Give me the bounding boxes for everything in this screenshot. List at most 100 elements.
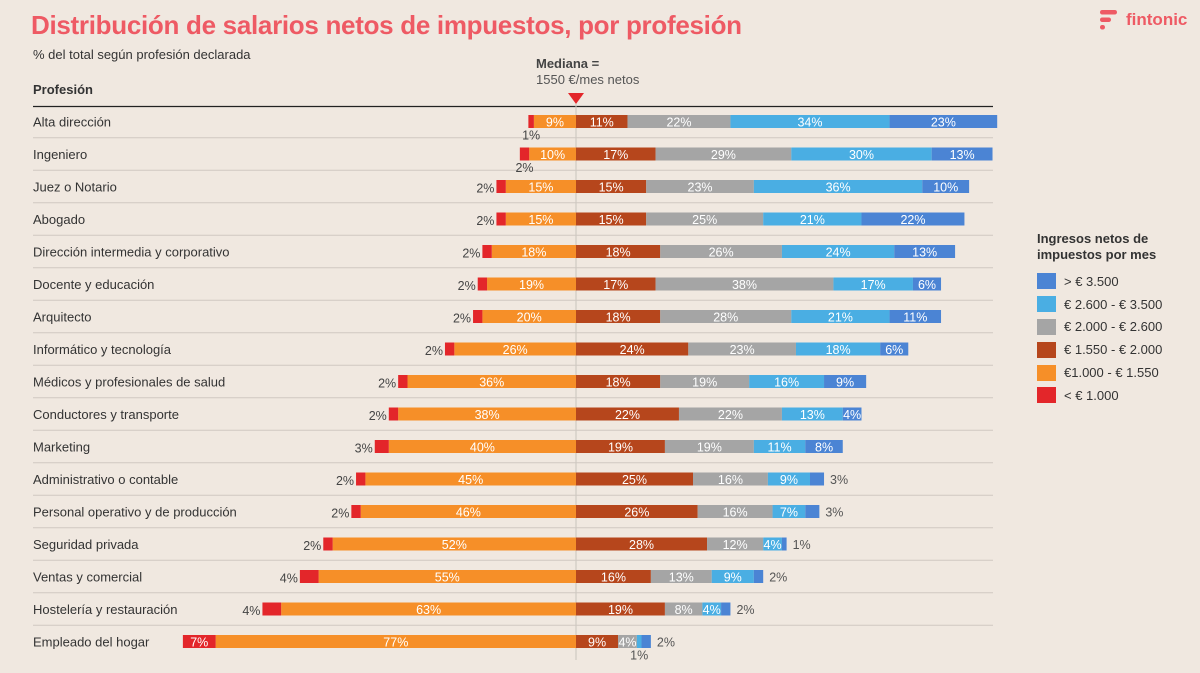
median-label-title: Mediana = <box>536 56 600 71</box>
data-label: 16% <box>723 506 748 520</box>
data-label: 25% <box>622 473 647 487</box>
legend-label: € 2.600 - € 3.500 <box>1064 296 1163 312</box>
data-label: 36% <box>826 181 851 195</box>
bar-segment <box>496 212 506 226</box>
bar-segment <box>627 115 731 128</box>
data-label: 4% <box>242 604 260 618</box>
bar-segment <box>655 277 834 291</box>
bar-segment <box>505 212 576 226</box>
data-label: 19% <box>519 278 544 292</box>
data-label: 26% <box>624 506 649 520</box>
bar-segment <box>576 180 647 193</box>
legend-swatch <box>1037 387 1056 404</box>
bar-segment <box>182 635 216 648</box>
data-label: 12% <box>723 538 748 552</box>
data-label: 19% <box>608 603 633 617</box>
category-label: Juez o Notario <box>33 180 117 195</box>
bar-segment <box>529 147 576 161</box>
bar-segment <box>889 310 942 323</box>
data-label: 1% <box>630 649 648 663</box>
bar-segment <box>281 602 576 616</box>
data-label: 34% <box>797 116 822 130</box>
category-label: Administrativo o contable <box>33 472 178 487</box>
data-label: 38% <box>732 278 757 292</box>
bar-segment <box>360 505 576 518</box>
legend-label: > € 3.500 <box>1064 273 1119 289</box>
data-label: 7% <box>780 506 798 520</box>
data-label: 4% <box>843 408 861 422</box>
data-label: 3% <box>830 473 848 487</box>
bar-segment <box>473 310 483 323</box>
data-label: 20% <box>517 311 542 325</box>
bar-segment <box>576 310 661 323</box>
data-label: 16% <box>718 473 743 487</box>
data-label: 22% <box>666 116 691 130</box>
data-label: 77% <box>383 636 408 650</box>
bar-segment <box>576 635 619 648</box>
bar-segment <box>660 375 750 388</box>
data-label: 52% <box>442 538 467 552</box>
data-label: 15% <box>599 181 624 195</box>
bar-segment <box>781 537 787 551</box>
bar-segment <box>398 375 408 388</box>
legend-swatch <box>1037 318 1056 335</box>
data-label: 13% <box>800 408 825 422</box>
data-label: 13% <box>950 148 975 162</box>
data-label: 4% <box>764 538 782 552</box>
bar-segment <box>576 115 628 128</box>
data-label: 23% <box>688 181 713 195</box>
data-label: 13% <box>912 246 937 260</box>
bar-segment <box>664 602 703 616</box>
data-label: 8% <box>675 603 693 617</box>
data-label: 4% <box>280 572 298 586</box>
bar-segment <box>707 537 764 551</box>
bar-segment <box>444 342 455 356</box>
data-label: 11% <box>903 311 927 325</box>
category-label: Ventas y comercial <box>33 570 142 585</box>
bar-segment <box>693 472 768 486</box>
bar-segment <box>880 342 909 356</box>
bar-segment <box>388 440 576 453</box>
bar-segment <box>753 570 764 583</box>
bar-segment <box>323 537 333 551</box>
bar-segment <box>781 245 895 258</box>
data-label: 26% <box>503 343 528 357</box>
bar-segment <box>753 180 923 193</box>
data-label: 1% <box>793 538 811 552</box>
data-label: 8% <box>815 441 833 455</box>
data-label: 4% <box>703 603 721 617</box>
data-label: 2% <box>476 214 494 228</box>
data-label: 22% <box>615 408 640 422</box>
data-label: 2% <box>425 344 443 358</box>
bar-segment <box>519 147 530 161</box>
bar-segment <box>576 570 651 583</box>
bar-segment <box>365 472 576 486</box>
bar-segment <box>332 537 576 551</box>
data-label: 18% <box>606 246 631 260</box>
bar-segment <box>824 375 867 388</box>
data-label: 21% <box>800 213 825 227</box>
data-label: 6% <box>918 278 936 292</box>
brand-logo: fintonic <box>1098 8 1187 32</box>
median-label-value: 1550 €/mes netos <box>536 72 640 87</box>
bar-segment <box>576 505 698 518</box>
legend-item: €1.000 - € 1.550 <box>1037 361 1197 384</box>
bar-segment <box>730 115 890 128</box>
bar-segment <box>767 472 810 486</box>
legend-title: Ingresos netos de impuestos por mes <box>1037 231 1157 262</box>
category-label: Informático y tecnología <box>33 342 172 357</box>
bar-segment <box>576 440 665 453</box>
legend-items: > € 3.500 € 2.600 - € 3.500 € 2.000 - € 2.… <box>1037 270 1197 407</box>
data-label: 38% <box>475 408 500 422</box>
bar-segment <box>678 407 782 421</box>
category-label: Docente y educación <box>33 277 154 292</box>
data-label: 2% <box>336 474 354 488</box>
bar-segment <box>660 245 782 258</box>
bar-segment <box>454 342 576 356</box>
bar-segment <box>711 570 754 583</box>
bar-segment <box>482 310 576 323</box>
data-label: 22% <box>900 213 925 227</box>
legend-item: > € 3.500 <box>1037 270 1197 293</box>
data-label: 18% <box>826 343 851 357</box>
